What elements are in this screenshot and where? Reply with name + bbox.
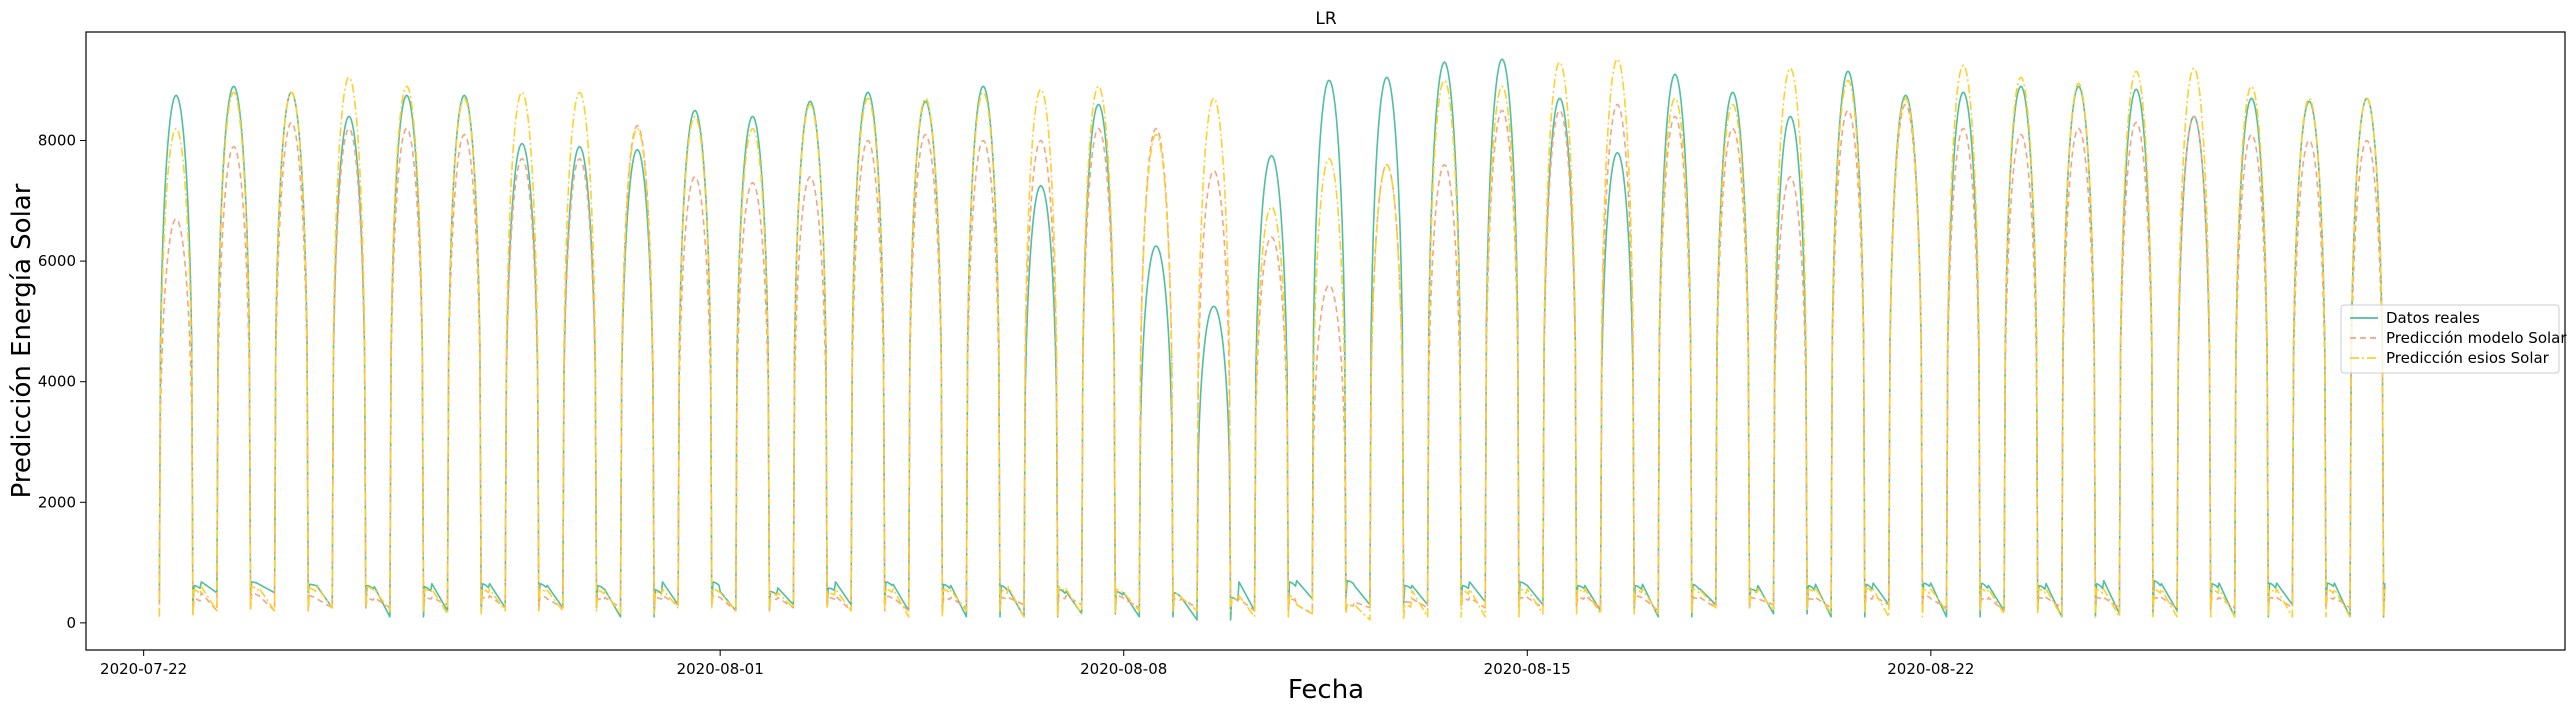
y-tick-label-1: 2000 xyxy=(38,493,76,511)
x-tick-label-0: 2020-07-22 xyxy=(100,660,187,678)
legend-label-2: Predicción esios Solar xyxy=(2386,349,2550,367)
y-tick-label-3: 6000 xyxy=(38,252,76,270)
legend-box xyxy=(2340,304,2560,374)
legend: Datos reales Predicción modelo Solar Predi… xyxy=(2340,304,2567,374)
legend-entries: Datos reales Predicción modelo Solar Predi… xyxy=(2350,309,2567,367)
x-tick-label-3: 2020-08-15 xyxy=(1484,660,1571,678)
x-axis-title: Fecha xyxy=(1288,675,1364,705)
legend-label-1: Predicción modelo Solar xyxy=(2386,329,2567,347)
y-tick-label-0: 0 xyxy=(66,614,76,632)
y-tick-label-4: 8000 xyxy=(38,132,76,150)
y-tick-label-2: 4000 xyxy=(38,373,76,391)
y-axis-title: Predicción Energía Solar xyxy=(7,183,37,498)
y-axis: 0 2000 4000 6000 8000 xyxy=(38,132,86,632)
x-tick-label-1: 2020-08-01 xyxy=(677,660,764,678)
x-tick-label-4: 2020-08-22 xyxy=(1887,660,1974,678)
x-tick-label-2: 2020-08-08 xyxy=(1080,660,1167,678)
series-layer xyxy=(158,58,2386,621)
series-line-1 xyxy=(158,103,2386,615)
series-line-2 xyxy=(158,58,2386,621)
plot-area-frame xyxy=(85,31,2566,651)
series-line-0 xyxy=(158,58,2386,621)
x-axis: 2020-07-22 2020-08-01 2020-08-08 2020-08-15… xyxy=(100,650,1974,678)
chart-title: LR xyxy=(1315,9,1336,29)
legend-label-0: Datos reales xyxy=(2386,309,2480,327)
